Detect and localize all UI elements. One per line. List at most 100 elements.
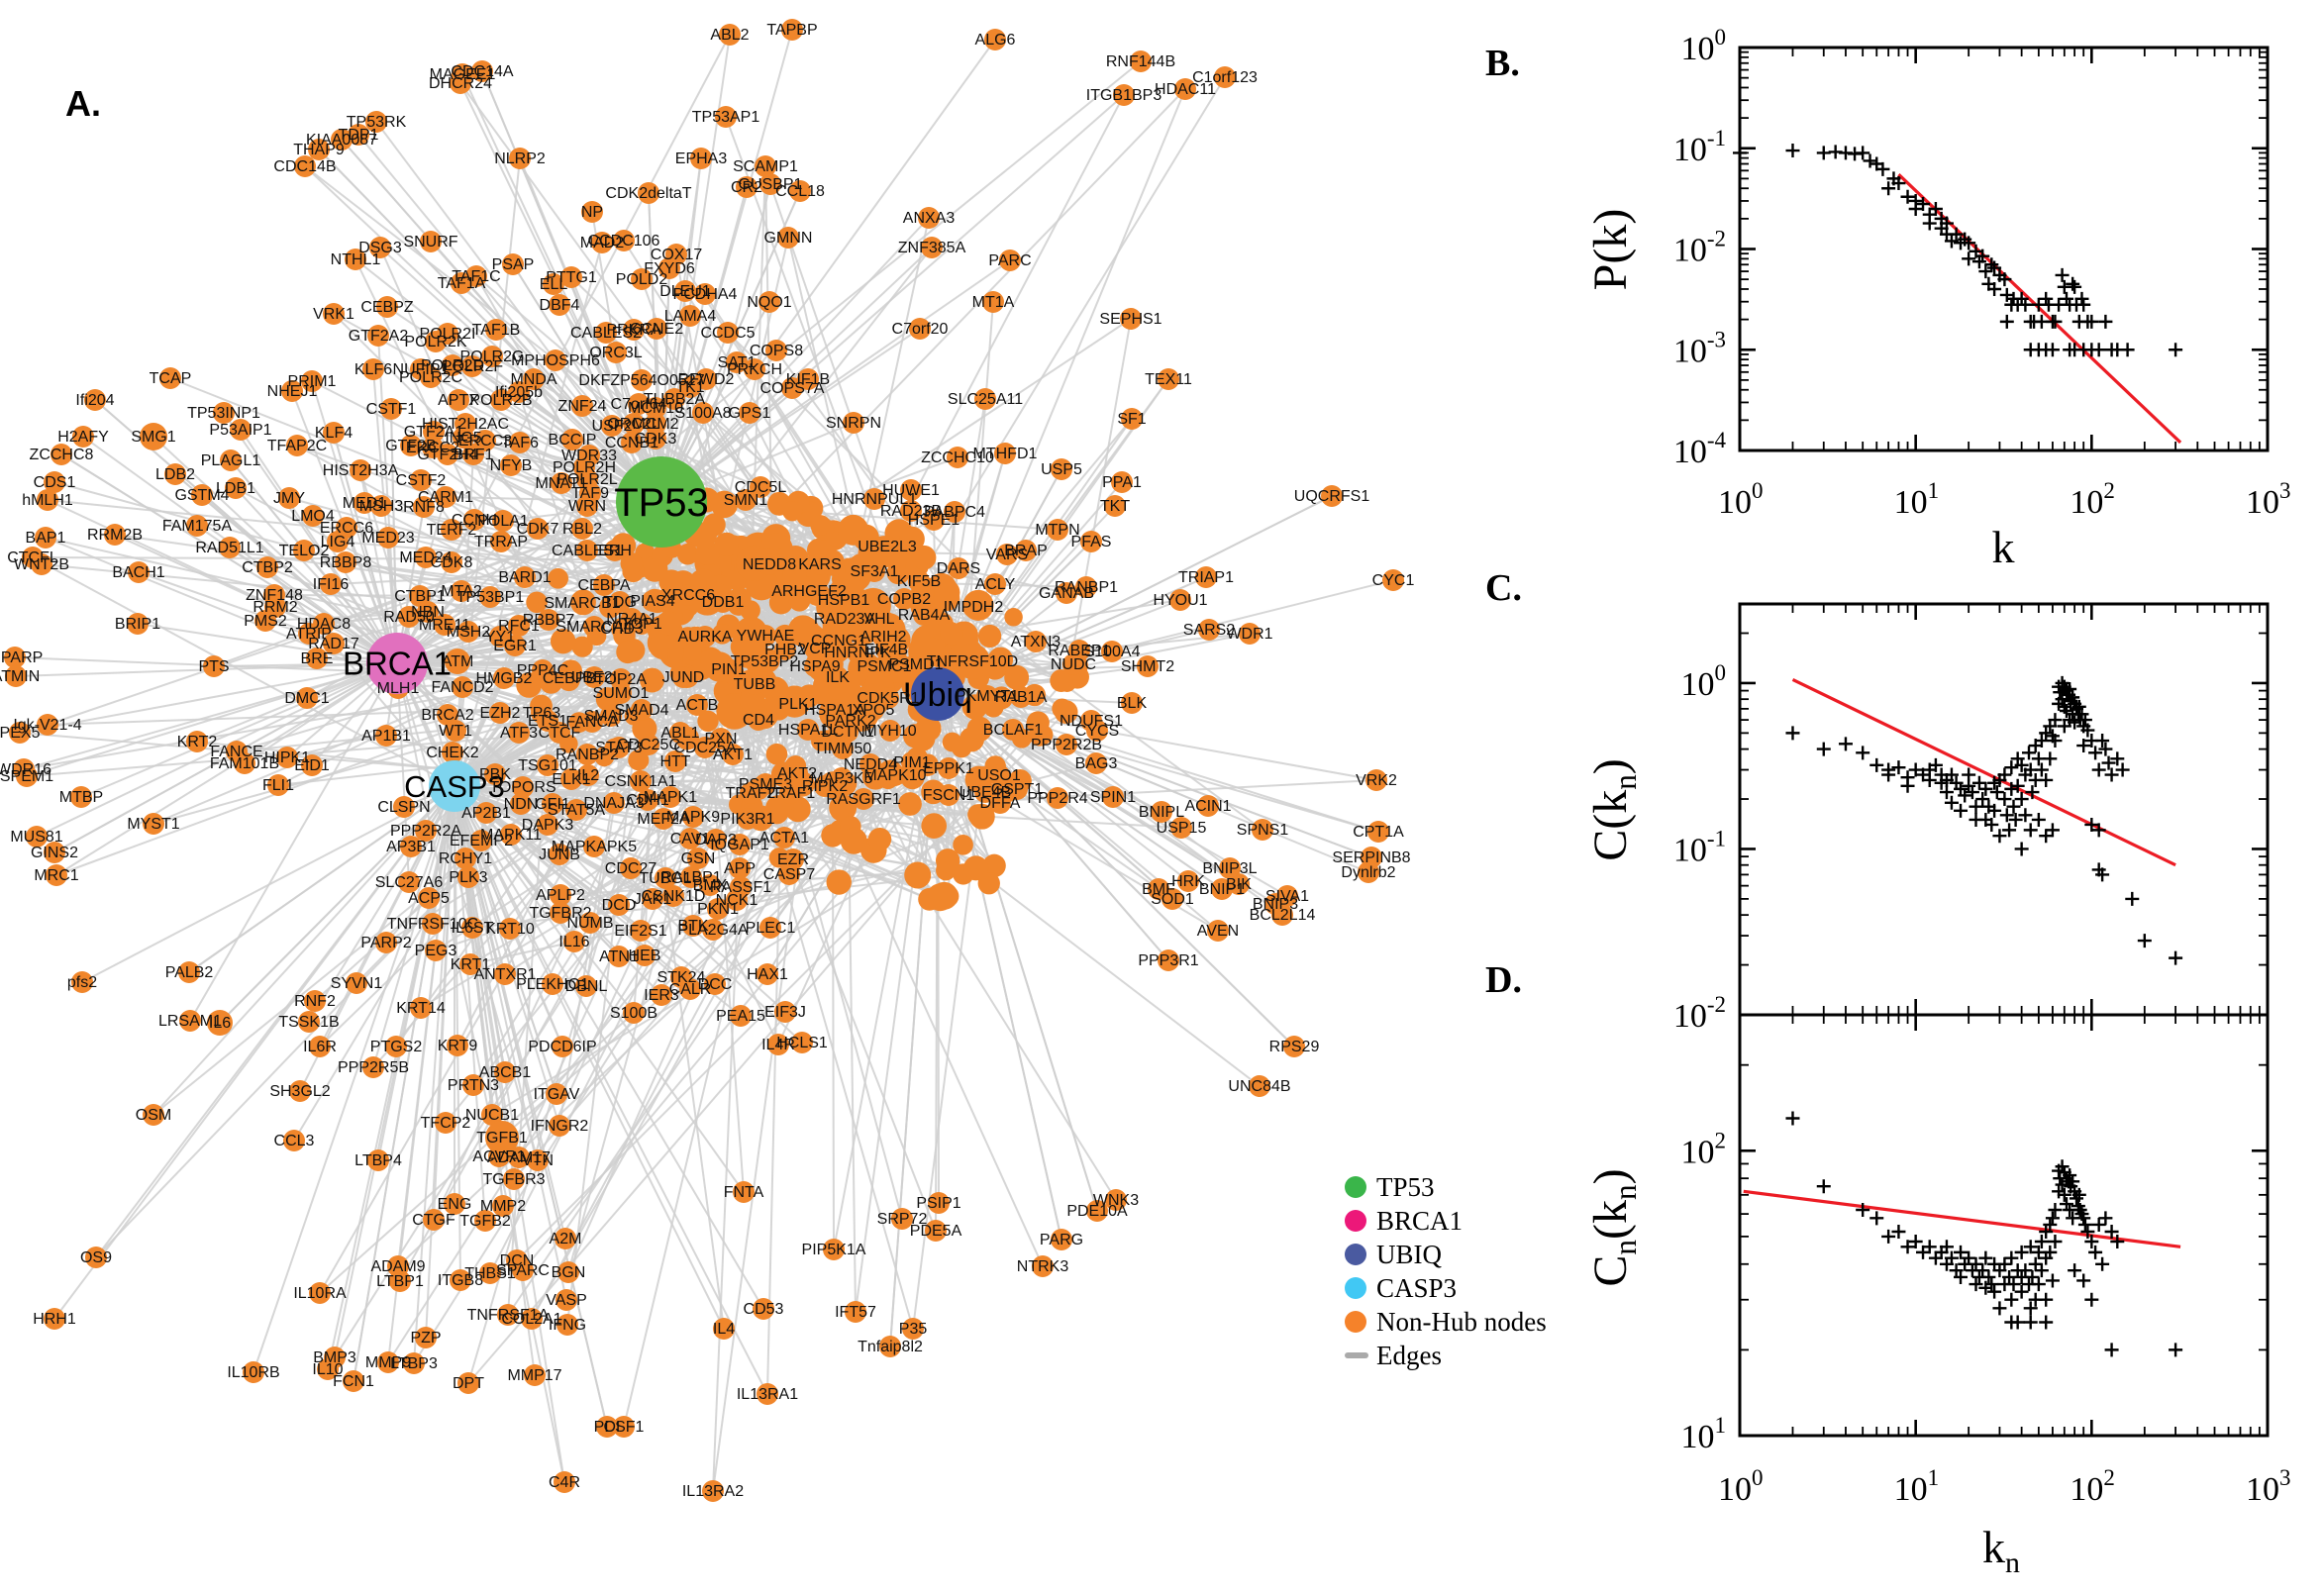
network-node[interactable]	[898, 792, 922, 816]
network-node[interactable]	[900, 500, 922, 522]
network-node[interactable]	[1158, 949, 1179, 971]
network-node[interactable]	[659, 786, 681, 808]
network-node[interactable]	[891, 1208, 913, 1230]
network-node[interactable]	[996, 544, 1018, 565]
network-node[interactable]	[508, 381, 530, 403]
network-node[interactable]	[994, 443, 1016, 464]
network-node[interactable]	[447, 1035, 468, 1056]
network-node[interactable]	[798, 580, 820, 602]
network-node[interactable]	[323, 422, 345, 444]
network-node[interactable]	[219, 537, 241, 558]
network-node[interactable]	[814, 775, 836, 797]
network-node[interactable]	[700, 649, 723, 672]
network-node[interactable]	[213, 402, 235, 424]
network-node[interactable]	[774, 639, 796, 660]
network-node[interactable]	[672, 666, 694, 688]
network-node[interactable]	[543, 273, 564, 295]
network-node[interactable]	[702, 919, 724, 941]
network-node[interactable]	[1075, 576, 1097, 598]
network-node[interactable]	[826, 869, 852, 895]
network-node[interactable]	[423, 421, 445, 443]
network-node[interactable]	[85, 1247, 107, 1268]
network-node[interactable]	[510, 793, 532, 815]
network-node[interactable]	[697, 710, 719, 733]
network-node[interactable]	[757, 1383, 778, 1405]
network-node[interactable]	[1056, 734, 1077, 755]
network-node[interactable]	[128, 561, 150, 583]
network-node[interactable]	[581, 201, 603, 223]
network-node[interactable]	[362, 358, 384, 380]
network-node[interactable]	[1051, 458, 1072, 480]
network-node[interactable]	[452, 676, 473, 698]
network-node[interactable]	[921, 237, 943, 258]
network-node[interactable]	[286, 435, 308, 456]
network-node[interactable]	[663, 388, 685, 410]
network-node[interactable]	[915, 715, 942, 742]
network-node[interactable]	[791, 1032, 813, 1053]
network-node[interactable]	[415, 820, 437, 842]
network-node[interactable]	[640, 667, 664, 693]
network-node[interactable]	[908, 570, 930, 592]
network-node[interactable]	[623, 319, 645, 341]
network-node[interactable]	[494, 1061, 516, 1083]
network-node[interactable]	[457, 866, 479, 888]
network-node[interactable]	[948, 557, 969, 579]
network-node[interactable]	[551, 472, 572, 494]
network-node[interactable]	[16, 765, 38, 787]
network-node[interactable]	[5, 665, 27, 687]
network-node[interactable]	[207, 1010, 233, 1036]
network-node[interactable]	[508, 615, 530, 637]
network-node[interactable]	[879, 720, 901, 742]
network-node[interactable]	[348, 124, 369, 146]
network-node[interactable]	[600, 705, 622, 727]
network-node[interactable]	[726, 351, 748, 373]
network-node[interactable]	[267, 774, 289, 796]
network-node[interactable]	[489, 702, 511, 724]
network-node[interactable]	[829, 794, 858, 823]
network-node[interactable]	[767, 1034, 789, 1055]
network-node[interactable]	[1249, 1075, 1270, 1097]
network-node[interactable]	[301, 370, 323, 392]
network-node[interactable]	[230, 419, 252, 441]
network-node[interactable]	[474, 1210, 496, 1232]
network-node[interactable]	[613, 1416, 635, 1438]
network-node[interactable]	[1365, 769, 1387, 791]
network-node[interactable]	[203, 655, 225, 677]
network-node[interactable]	[254, 610, 276, 632]
network-node[interactable]	[714, 532, 739, 557]
network-node[interactable]	[577, 764, 599, 786]
network-node[interactable]	[451, 272, 472, 294]
network-node[interactable]	[1050, 669, 1073, 692]
network-node[interactable]	[538, 609, 559, 631]
network-node[interactable]	[642, 590, 663, 612]
network-node[interactable]	[234, 752, 255, 774]
network-node[interactable]	[583, 836, 605, 857]
network-node[interactable]	[988, 764, 1010, 786]
network-node[interactable]	[620, 857, 642, 879]
network-node[interactable]	[719, 24, 741, 46]
network-node[interactable]	[699, 874, 721, 896]
network-node[interactable]	[475, 802, 497, 824]
network-node[interactable]	[550, 902, 571, 924]
network-node[interactable]	[1121, 408, 1143, 430]
network-node[interactable]	[877, 687, 899, 709]
network-node[interactable]	[604, 540, 626, 561]
network-node[interactable]	[509, 148, 531, 169]
network-node[interactable]	[490, 389, 512, 411]
network-node[interactable]	[1239, 623, 1261, 645]
network-node[interactable]	[680, 866, 702, 888]
network-node[interactable]	[608, 946, 630, 967]
network-node[interactable]	[293, 540, 315, 561]
network-node[interactable]	[925, 1220, 947, 1242]
network-node[interactable]	[759, 917, 781, 939]
network-node[interactable]	[398, 606, 420, 628]
network-node[interactable]	[327, 531, 349, 552]
network-node[interactable]	[84, 389, 106, 411]
network-node[interactable]	[646, 318, 667, 340]
network-node[interactable]	[777, 227, 799, 249]
network-node[interactable]	[713, 1318, 735, 1340]
network-node[interactable]	[377, 1351, 399, 1373]
network-node[interactable]	[37, 489, 58, 511]
network-node[interactable]	[782, 501, 803, 522]
network-node[interactable]	[442, 354, 463, 376]
